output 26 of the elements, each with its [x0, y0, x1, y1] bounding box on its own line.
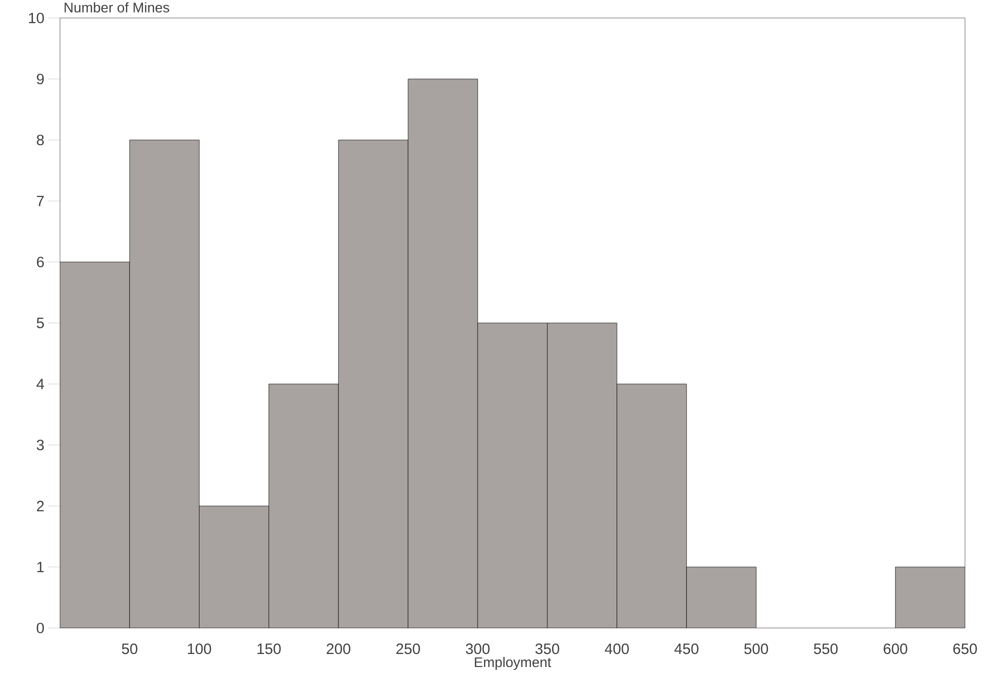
y-tick-label: 7 — [36, 196, 44, 206]
x-tick-label: 200 — [326, 644, 350, 654]
x-tick-label: 150 — [258, 644, 281, 654]
y-tick-label: 5 — [36, 318, 44, 328]
y-tick-label: 4 — [36, 378, 44, 390]
y-tick-label: 8 — [36, 134, 44, 146]
x-tick-label: 550 — [814, 644, 838, 654]
y-tick-label: 0 — [36, 622, 44, 634]
x-axis-title: Employment — [474, 656, 552, 670]
y-tick-label: 9 — [36, 74, 44, 84]
x-tick-label: 500 — [744, 644, 768, 654]
x-tick-label: 350 — [535, 644, 560, 654]
y-axis-title: Number of Mines — [64, 2, 170, 12]
y-tick-label: 10 — [29, 12, 44, 24]
x-tick-label: 300 — [466, 644, 490, 654]
x-tick-label: 600 — [884, 644, 908, 654]
y-tick-label: 1 — [37, 562, 44, 572]
x-tick-label: 100 — [188, 644, 212, 654]
x-tick-label: 50 — [122, 644, 138, 654]
x-tick-label: 650 — [953, 644, 977, 654]
x-tick-label: 400 — [604, 644, 629, 654]
y-tick-label: 2 — [36, 500, 44, 512]
y-tick-label: 6 — [36, 256, 44, 268]
y-tick-label: 3 — [36, 440, 44, 450]
x-tick-label: 450 — [674, 644, 698, 654]
x-tick-label: 250 — [396, 644, 420, 654]
